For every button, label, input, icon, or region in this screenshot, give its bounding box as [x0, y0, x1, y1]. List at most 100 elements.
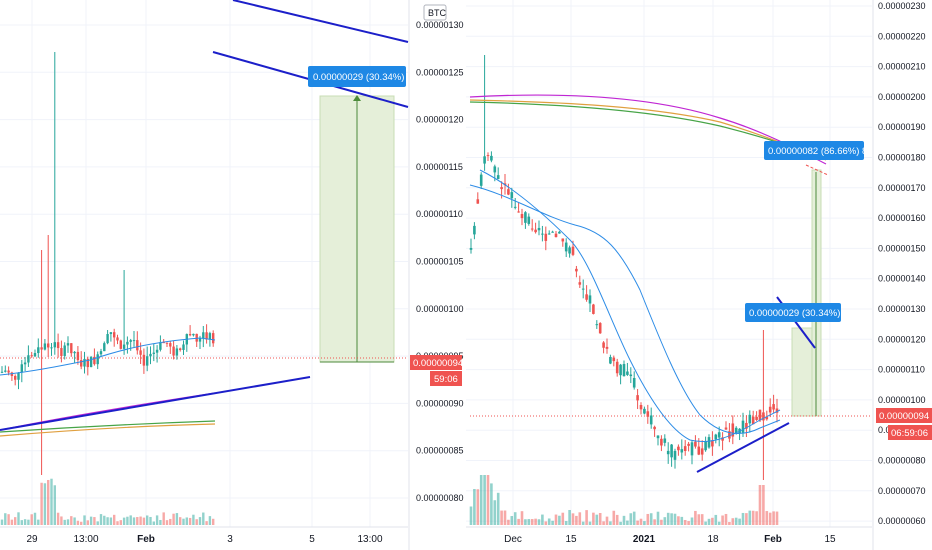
right-candle: [530, 228, 534, 230]
right-candle: [694, 441, 697, 447]
right-candle: [762, 412, 765, 421]
right-volume-bar: [510, 516, 514, 525]
right-volume-bar: [765, 511, 769, 525]
right-volume-bar: [490, 483, 493, 525]
right-volume-bar: [612, 510, 616, 525]
left-candle: [122, 344, 126, 349]
right-measure-text-1: 0.00000029 (30.34%) 29: [749, 308, 854, 319]
right-price-tick: 0.00000210: [878, 62, 926, 72]
left-volume-bar: [119, 520, 122, 525]
left-volume-bar: [103, 515, 106, 525]
right-candle: [544, 233, 548, 241]
left-price-tick: 0.00000115: [416, 162, 463, 172]
right-time-tick: Dec: [504, 534, 522, 545]
left-candle: [37, 347, 40, 354]
left-volume-bar: [93, 517, 96, 525]
right-candle: [636, 395, 639, 401]
right-time-axis[interactable]: Dec 15 2021 18 Feb 15: [466, 526, 872, 545]
right-price-tick: 0.00000110: [878, 365, 925, 375]
right-chart-pane[interactable]: 0.00000029 (30.34%) 29 0.00000082 (86.66…: [466, 0, 932, 550]
right-candle: [609, 356, 612, 364]
right-volume-bar: [728, 521, 731, 525]
right-ma-blue-fast: [479, 169, 781, 443]
right-candle: [728, 431, 731, 439]
left-candle: [132, 340, 136, 342]
left-candle: [172, 346, 175, 356]
right-candle: [707, 437, 711, 448]
left-candle: [80, 360, 83, 367]
left-time-tick: 29: [26, 534, 38, 545]
left-volume-bar: [56, 512, 60, 525]
right-candle: [469, 247, 473, 250]
left-candle: [73, 351, 76, 354]
right-volume-bar: [486, 475, 490, 525]
right-time-tick: 15: [565, 534, 577, 545]
left-candle: [30, 355, 33, 357]
right-volume-bar: [653, 519, 656, 525]
left-volume-bar: [202, 512, 205, 525]
right-candle: [554, 233, 558, 238]
right-candle: [575, 268, 578, 272]
right-volume-bar: [673, 513, 677, 525]
left-candle: [155, 349, 159, 353]
left-measure-badge[interactable]: [308, 66, 406, 87]
left-volume-bar: [89, 516, 93, 525]
right-candle: [479, 174, 483, 186]
right-volume-bar: [575, 515, 578, 525]
right-volume-bar: [476, 489, 480, 525]
right-candle: [578, 282, 582, 285]
right-candle: [524, 212, 527, 223]
right-volume-bar: [537, 519, 541, 525]
left-volume-bar: [126, 516, 129, 525]
left-volume-bar: [33, 512, 37, 525]
left-price-tick: 0.00000085: [416, 446, 464, 456]
left-volume-bar: [14, 517, 17, 525]
right-volume-bar: [588, 521, 592, 525]
right-time-tick: 15: [824, 534, 836, 545]
right-candle: [568, 247, 571, 254]
left-volume-bar: [96, 521, 99, 525]
left-volume-bar: [122, 517, 126, 525]
left-range-arrowhead: [353, 95, 361, 101]
left-candle: [43, 343, 47, 350]
right-measure-text-2: 0.00000082 (86.66%) 82: [768, 146, 873, 157]
left-candle: [146, 356, 149, 366]
left-price-tick: 0.00000125: [416, 67, 464, 77]
right-price-axis[interactable]: 0.00000230 0.00000220 0.00000210 0.00000200…: [872, 0, 926, 550]
right-candle: [500, 187, 503, 190]
right-price-tick: 0.00000160: [878, 213, 926, 223]
right-measure-badge-2[interactable]: [764, 141, 864, 160]
right-support-trendline[interactable]: [696, 422, 790, 473]
right-volume-bar: [717, 521, 721, 525]
right-volume-bar: [643, 521, 646, 525]
right-candle: [615, 361, 619, 374]
left-current-price-tag: [410, 355, 462, 370]
right-volume-bar: [646, 513, 650, 525]
right-volume-bar: [598, 513, 602, 525]
left-volume-bar: [30, 514, 33, 525]
right-volume-bar: [602, 521, 605, 525]
left-time-axis[interactable]: 29 13:00 Feb 3 5 13:00: [0, 526, 408, 545]
left-volume-bar: [7, 514, 10, 525]
right-candle: [564, 242, 568, 252]
right-price-tick: 0.00000080: [878, 456, 926, 466]
right-volume-bar: [656, 511, 660, 525]
right-price-tick: 0.00000120: [878, 334, 926, 344]
currency-badge[interactable]: [423, 4, 447, 21]
right-measure-badge-1[interactable]: [745, 303, 841, 322]
right-ma-blue-slow: [469, 184, 781, 435]
left-resistance-trendline-1[interactable]: [232, 0, 409, 43]
right-volume-bar: [507, 519, 510, 525]
left-volume-bar: [106, 517, 109, 525]
right-volume-bar: [551, 520, 554, 525]
left-candle: [152, 352, 155, 354]
right-volume-bar: [714, 514, 718, 525]
right-candle: [724, 427, 728, 430]
right-candle: [714, 434, 718, 440]
right-candle: [711, 440, 714, 447]
left-support-trendline[interactable]: [0, 376, 311, 431]
left-chart-pane[interactable]: 0.00000029 (30.34%) 29 29 13:00 Feb 3 5 13:00…: [0, 0, 464, 550]
right-price-tick: 0.00000070: [878, 486, 926, 496]
right-current-price-tag: [876, 408, 932, 423]
